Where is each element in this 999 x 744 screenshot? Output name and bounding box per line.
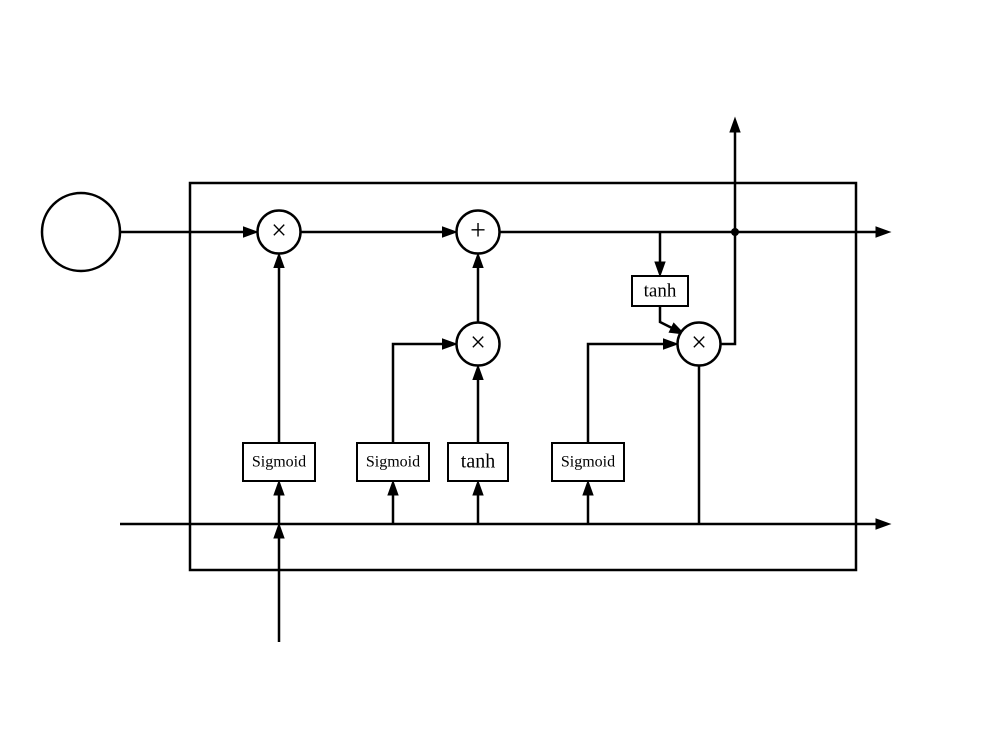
mul_i-symbol: × xyxy=(470,327,486,358)
mul_o-symbol: × xyxy=(691,327,707,358)
lstm-cell-diagram: Sigmoid Sigmoid tanh Sigmoid tanh × + × × xyxy=(0,0,999,744)
h_prev-node xyxy=(42,193,120,271)
sig_o-label: Sigmoid xyxy=(561,454,615,471)
add-symbol: + xyxy=(470,215,486,246)
junction-dot xyxy=(731,228,739,236)
sig_f-label: Sigmoid xyxy=(252,454,306,471)
mul_f-symbol: × xyxy=(271,215,287,246)
tanh_g-label: tanh xyxy=(461,451,495,473)
tanh_h-label: tanh xyxy=(644,280,677,301)
sig_i-label: Sigmoid xyxy=(366,454,420,471)
